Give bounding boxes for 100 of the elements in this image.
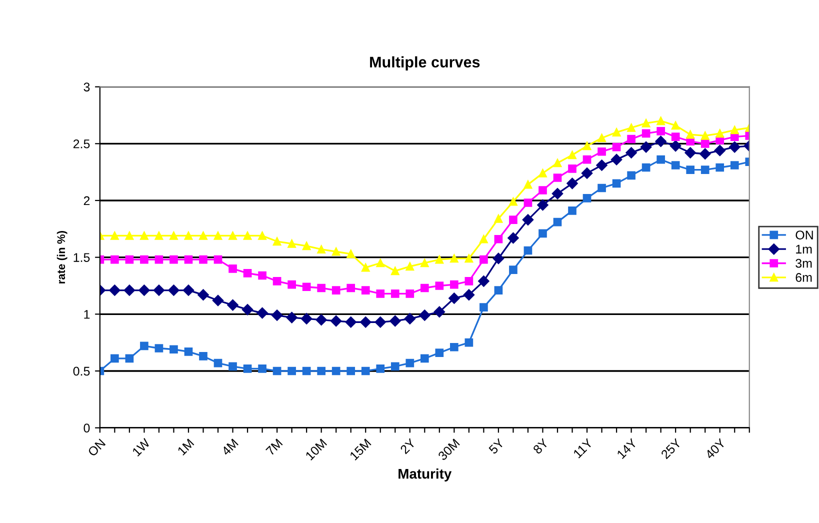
point	[450, 280, 458, 289]
x-tick-label: ON	[87, 438, 106, 457]
point	[671, 161, 680, 170]
point	[199, 255, 208, 264]
point	[524, 180, 532, 189]
point	[404, 313, 416, 324]
point	[730, 126, 739, 134]
point	[332, 366, 340, 376]
point	[700, 139, 710, 148]
point	[330, 315, 342, 327]
point	[125, 232, 134, 240]
point	[581, 168, 593, 179]
y-tick-label: 0.5	[73, 366, 90, 376]
point	[317, 366, 326, 376]
point	[346, 284, 356, 292]
y-tick-label: 1	[84, 310, 90, 319]
y-tick-label: 3	[84, 82, 90, 92]
x-tick-label: 4M	[221, 438, 238, 456]
point	[655, 136, 666, 147]
point	[464, 254, 474, 263]
point	[288, 366, 296, 376]
point	[686, 130, 695, 139]
point	[464, 277, 474, 286]
point	[140, 342, 148, 350]
point	[494, 286, 503, 294]
point	[448, 292, 460, 304]
point	[642, 119, 650, 128]
point	[300, 313, 312, 324]
point	[256, 307, 268, 319]
point	[332, 247, 340, 256]
point	[258, 232, 266, 240]
point	[317, 245, 326, 254]
point	[537, 199, 548, 211]
point	[184, 232, 193, 240]
point	[332, 286, 340, 294]
point	[228, 264, 237, 273]
y-tick-label: 2.5	[73, 139, 90, 148]
point	[345, 316, 356, 328]
point	[125, 354, 134, 363]
point	[684, 147, 696, 158]
point	[598, 134, 606, 142]
point	[258, 271, 266, 280]
point	[376, 258, 385, 268]
point	[612, 179, 621, 188]
point	[524, 198, 532, 207]
point	[494, 234, 503, 244]
point	[612, 142, 621, 152]
point	[154, 344, 164, 352]
point	[670, 140, 682, 152]
point	[361, 286, 370, 294]
point	[509, 216, 518, 224]
point	[450, 254, 458, 263]
x-tick-label: 7M	[266, 438, 283, 456]
x-tick-label: 8Y	[532, 438, 550, 454]
point	[656, 126, 665, 136]
point	[288, 280, 296, 289]
point	[360, 316, 372, 328]
point	[686, 166, 695, 174]
y-axis-title: rate (in %)	[56, 231, 68, 284]
point	[553, 158, 562, 168]
x-tick-label: 14Y	[616, 438, 638, 459]
point	[390, 315, 401, 327]
point	[346, 250, 356, 258]
point	[627, 124, 636, 132]
point	[243, 364, 252, 373]
point	[671, 132, 680, 141]
x-tick-label: 1M	[177, 438, 194, 456]
point	[568, 164, 576, 173]
point	[140, 255, 148, 264]
point	[568, 150, 576, 160]
x-tick-label: 40Y	[704, 438, 726, 460]
point	[419, 310, 430, 321]
point	[272, 237, 282, 246]
x-tick-label: 5Y	[488, 438, 505, 454]
point	[153, 284, 165, 296]
point	[361, 263, 370, 272]
point	[110, 232, 119, 240]
point	[288, 240, 296, 248]
point	[699, 148, 711, 160]
point	[610, 154, 622, 166]
point	[656, 116, 665, 126]
point	[435, 348, 444, 357]
point	[700, 132, 710, 140]
point	[110, 255, 119, 264]
point	[522, 214, 534, 226]
point	[227, 299, 238, 311]
point	[524, 246, 532, 255]
y-tick-label: 0	[84, 424, 90, 432]
point	[182, 284, 194, 296]
point	[170, 345, 178, 354]
point	[538, 169, 547, 178]
point	[406, 262, 414, 271]
point	[390, 290, 400, 298]
point	[420, 354, 429, 363]
point	[317, 284, 326, 292]
point	[242, 304, 254, 316]
point	[538, 229, 547, 238]
point	[214, 358, 222, 368]
point	[184, 255, 193, 264]
point	[642, 163, 650, 172]
